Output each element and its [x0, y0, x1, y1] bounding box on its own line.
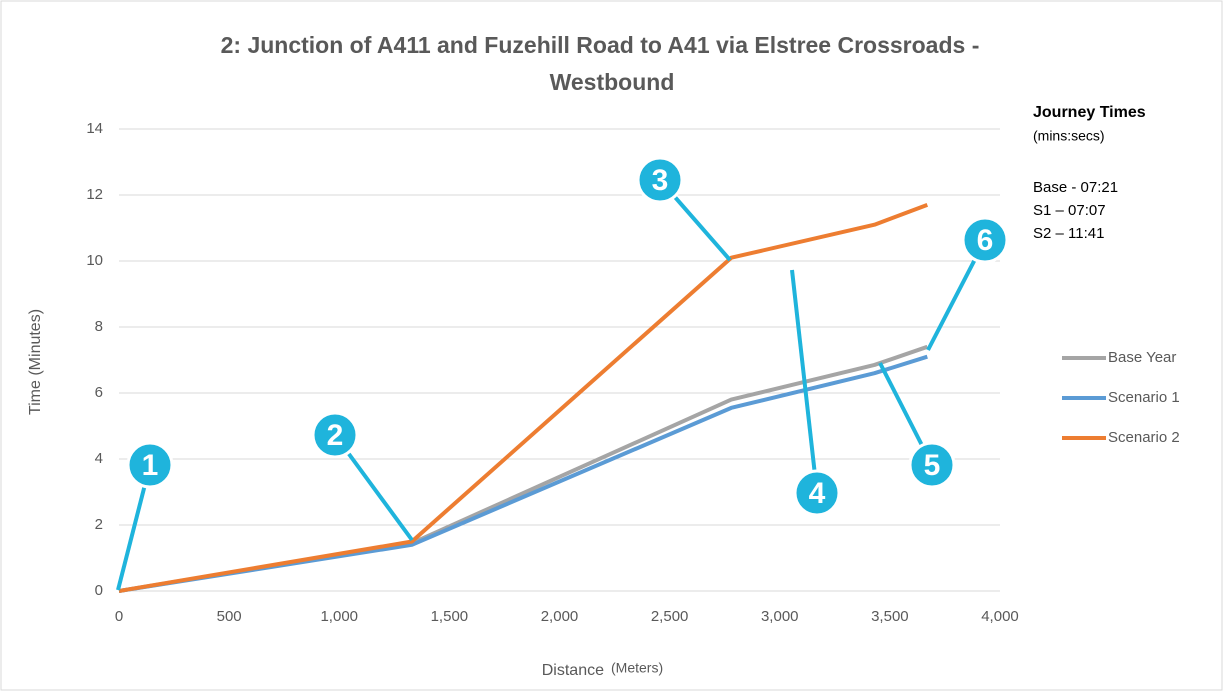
callout-circle — [793, 469, 841, 517]
y-tick-label: 4 — [95, 450, 103, 467]
note-line: S1 – 07:07 — [1033, 202, 1106, 219]
y-axis-label: Time (Minutes) — [27, 309, 44, 415]
callout-number: 3 — [652, 164, 669, 197]
series-line — [118, 203, 929, 593]
x-tick-label: 4,000 — [981, 608, 1019, 625]
x-tick-label: 1,000 — [320, 608, 358, 625]
callout-number: 1 — [142, 449, 159, 482]
note-subtitle: (mins:secs) — [1033, 128, 1105, 144]
y-tick-label: 10 — [86, 252, 103, 269]
y-tick-label: 2 — [95, 516, 103, 533]
x-tick-label: 1,500 — [431, 608, 469, 625]
x-tick-label: 0 — [115, 608, 123, 625]
chart-title: 2: Junction of A411 and Fuzehill Road to… — [221, 32, 980, 58]
y-tick-label: 14 — [86, 120, 103, 137]
x-axis-unit: (Meters) — [611, 660, 663, 676]
x-tick-label: 3,500 — [871, 608, 909, 625]
y-tick-label: 12 — [86, 186, 103, 203]
callout-circle — [311, 411, 359, 459]
callout-number: 4 — [809, 477, 826, 510]
legend-label: Base Year — [1108, 349, 1176, 366]
callout-circle — [636, 156, 684, 204]
series-line — [118, 354, 928, 593]
note-line: Base - 07:21 — [1033, 179, 1118, 196]
x-tick-label: 3,000 — [761, 608, 799, 625]
callout-number: 6 — [977, 224, 994, 257]
callout-number: 2 — [327, 419, 344, 452]
y-tick-label: 6 — [95, 384, 103, 401]
x-axis-label: Distance — [542, 662, 604, 679]
note-line: S2 – 11:41 — [1033, 225, 1104, 242]
legend-label: Scenario 2 — [1108, 429, 1180, 446]
y-tick-label: 8 — [95, 318, 103, 335]
callout-circle — [908, 441, 956, 489]
note-title: Journey Times — [1033, 104, 1146, 121]
chart-title: Westbound — [550, 69, 675, 95]
y-tick-label: 0 — [95, 582, 103, 599]
x-tick-label: 2,500 — [651, 608, 689, 625]
callout-circle — [961, 216, 1009, 264]
callout-circle — [126, 441, 174, 489]
x-tick-label: 2,000 — [541, 608, 579, 625]
callout-pointer — [790, 269, 819, 494]
legend-label: Scenario 1 — [1108, 389, 1180, 406]
callout-number: 5 — [924, 449, 941, 482]
x-tick-label: 500 — [217, 608, 242, 625]
